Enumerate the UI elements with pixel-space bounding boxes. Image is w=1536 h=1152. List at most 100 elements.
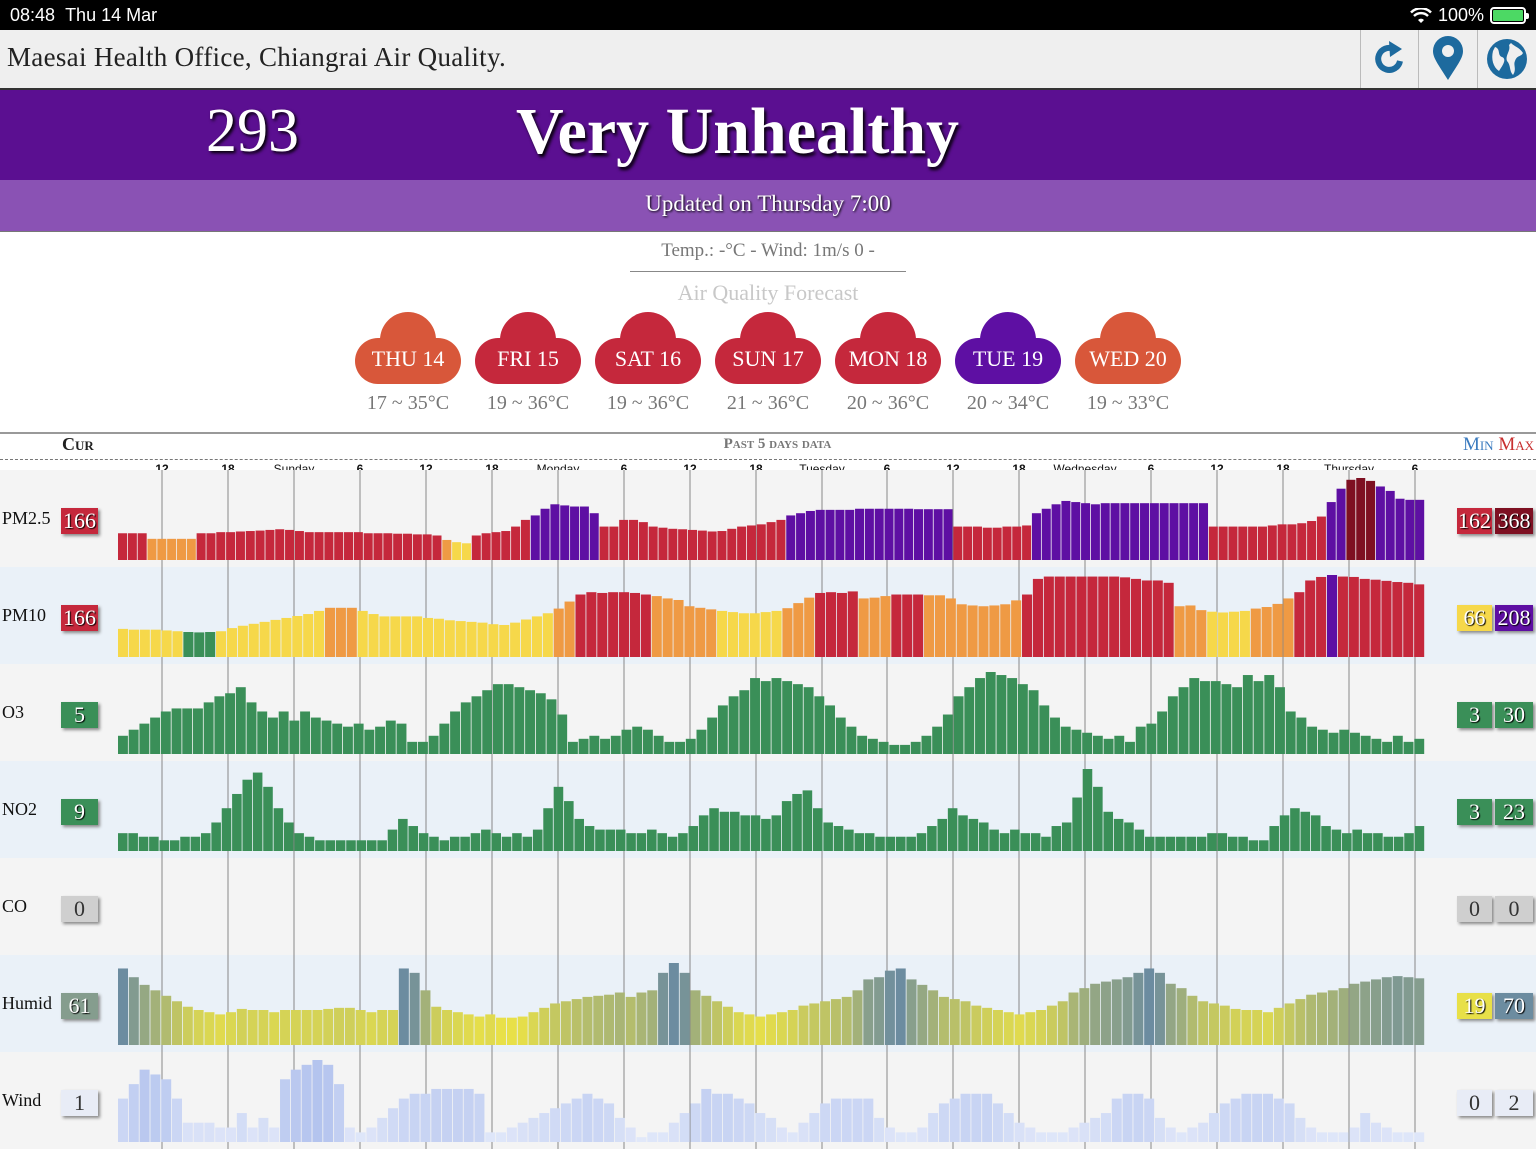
chart-bar [1294,592,1305,657]
chart-bar [1403,582,1414,657]
chart-bar [375,726,386,754]
chart-bar [1403,1132,1414,1142]
chart-bar [356,840,367,851]
chart-bar [368,614,379,657]
chart-bar [139,1069,150,1142]
chart-bar [696,729,707,754]
chart-bar [916,833,927,851]
chart-bar [398,1098,409,1142]
forecast-day: SAT 16 19 ~ 36°C [595,312,701,417]
chart-bar [1068,1127,1079,1142]
chart-bar [323,1008,334,1045]
chart-bar [530,515,540,560]
status-time: 08:48 [10,5,56,25]
chart-bar [252,772,263,851]
time-tick: 6 [1411,462,1419,476]
chart-bar [180,836,190,851]
chart-bar [344,1007,355,1045]
chart-bar [906,1132,917,1142]
chart-bar [727,612,739,657]
chart-bar [982,1007,993,1045]
chart-bar [1342,833,1352,851]
row-chart [161,858,1416,955]
chart-bar [346,840,356,851]
location-button[interactable] [1418,30,1476,88]
chart-bar [1100,503,1110,560]
chart-bar [431,1006,442,1045]
chart-bar [1090,1117,1101,1142]
chart-bar [937,818,948,851]
chart-bar [485,1014,496,1045]
chart-bar [629,519,639,560]
chart-bar [1295,1117,1306,1142]
current-value-badge: 9 [61,799,98,825]
chart-bar [203,702,214,754]
chart-bar [412,534,422,561]
chart-bar [147,538,157,560]
chart-bar [543,808,553,851]
chart-bar [712,1001,723,1045]
chart-bar [932,726,943,754]
chart-bar [1039,705,1050,754]
chart-bar [1133,1093,1144,1142]
chart-bar [564,801,574,851]
chart-bar [1317,729,1328,754]
chart-bar [632,726,643,754]
chart-bar [1043,576,1054,657]
updated-time: Updated on Thursday 7:00 [0,180,1536,232]
chart-bar [539,1113,550,1142]
chart-bar [1284,1103,1295,1142]
row-label: CO [2,896,28,916]
chart-bar [923,595,935,657]
chart-bar [589,513,599,560]
refresh-button[interactable] [1360,30,1418,88]
chart-bar [450,711,461,754]
chart-bar [647,1132,658,1142]
refresh-icon [1374,41,1403,73]
forecast-day: MON 18 20 ~ 36°C [835,312,941,417]
chart-bar [242,779,253,851]
chart-bar [192,708,203,754]
aqi-banner: 293 Very Unhealthy [0,90,1536,180]
chart-bar [439,723,450,754]
chart-bar [470,833,481,851]
chart-bar [1242,675,1253,754]
chart-bar [506,1127,517,1142]
chart-bar [1250,608,1261,657]
row-label: NO2 [2,799,37,819]
chart-bar [1404,833,1414,851]
cloud-icon [715,312,821,384]
data-row-humid: Humid 61 19 70 [0,955,1536,1052]
chart-bar [900,744,910,754]
chart-bar [1362,833,1373,851]
chart-bar [1157,711,1168,754]
chart-bar [398,818,408,851]
chart-bar [750,678,760,754]
chart-bar [996,675,1007,754]
chart-bar [1010,829,1020,851]
chart-bar [841,996,852,1045]
chart-bar [615,829,626,851]
chart-bar [1248,840,1259,851]
chart-bar [355,1010,366,1045]
chart-bar [1392,976,1403,1045]
chart-bar [1208,1113,1219,1142]
chart-bar [471,696,482,754]
chart-bar [420,990,431,1045]
row-label: O3 [2,702,24,722]
chart-bar [1349,983,1360,1045]
chart-bar [409,1093,420,1142]
chart-bar [1257,526,1267,560]
chart-bar [314,610,325,657]
chart-bar [377,1117,388,1142]
chart-bar [989,829,999,851]
chart-bar [875,836,885,851]
chart-bar [803,687,814,754]
chart-bar [118,1098,128,1142]
globe-button[interactable] [1477,30,1535,88]
chart-bar [1403,741,1414,754]
chart-bar [216,631,227,657]
row-label: Humid [2,993,53,1013]
chart-bar [571,1098,582,1142]
chart-bar [118,735,128,754]
